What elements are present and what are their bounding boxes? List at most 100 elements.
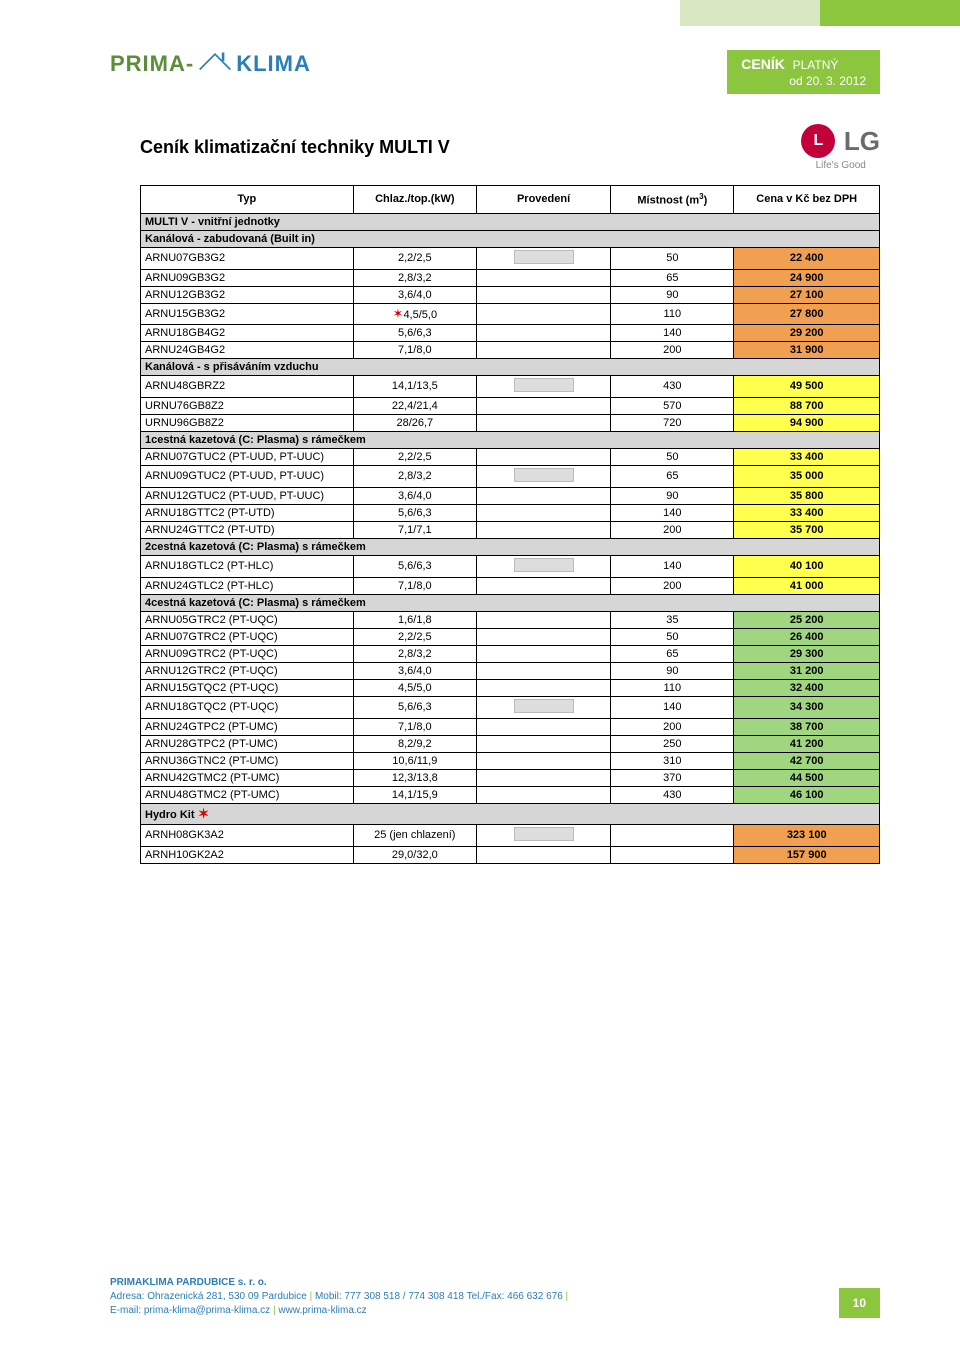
cell-kw: 5,6/6,3 xyxy=(353,696,476,718)
cell-mist xyxy=(611,846,734,863)
cell-typ: ARNU24GTPC2 (PT-UMC) xyxy=(141,718,354,735)
cell-kw: 14,1/13,5 xyxy=(353,375,476,397)
cell-mist: 200 xyxy=(611,577,734,594)
col-cena: Cena v Kč bez DPH xyxy=(734,186,880,214)
cell-typ: ARNU09GTUC2 (PT-UUD, PT-UUC) xyxy=(141,465,354,487)
cell-prov xyxy=(476,324,610,341)
cell-cena: 26 400 xyxy=(734,628,880,645)
cell-mist: 65 xyxy=(611,269,734,286)
lg-tagline: Life's Good xyxy=(801,160,880,171)
cell-kw: 2,8/3,2 xyxy=(353,645,476,662)
cell-kw: 14,1/15,9 xyxy=(353,786,476,803)
cell-typ: ARNU48GBRZ2 xyxy=(141,375,354,397)
cell-mist: 65 xyxy=(611,645,734,662)
table-row: ARNU12GB3G23,6/4,09027 100 xyxy=(141,286,880,303)
section-label: MULTI V - vnitřní jednotky xyxy=(141,213,880,230)
cell-prov xyxy=(476,341,610,358)
cell-prov xyxy=(476,846,610,863)
cell-prov xyxy=(476,611,610,628)
product-image-icon xyxy=(514,699,574,713)
cell-cena: 42 700 xyxy=(734,752,880,769)
cell-kw: 5,6/6,3 xyxy=(353,555,476,577)
cell-prov xyxy=(476,679,610,696)
cell-kw: 22,4/21,4 xyxy=(353,397,476,414)
cell-prov xyxy=(476,487,610,504)
col-prov: Provedení xyxy=(476,186,610,214)
cell-typ: URNU96GB8Z2 xyxy=(141,414,354,431)
cell-prov xyxy=(476,375,610,397)
cell-typ: ARNU18GTQC2 (PT-UQC) xyxy=(141,696,354,718)
cell-cena: 32 400 xyxy=(734,679,880,696)
cell-prov xyxy=(476,645,610,662)
logo-part1: PRIMA- xyxy=(110,51,194,77)
table-row: ARNU09GTRC2 (PT-UQC)2,8/3,26529 300 xyxy=(141,645,880,662)
cell-typ: ARNU18GTTC2 (PT-UTD) xyxy=(141,504,354,521)
cell-prov xyxy=(476,786,610,803)
cell-cena: 31 900 xyxy=(734,341,880,358)
table-body: MULTI V - vnitřní jednotkyKanálová - zab… xyxy=(141,213,880,863)
cell-prov xyxy=(476,286,610,303)
section-label: 4cestná kazetová (C: Plasma) s rámečkem xyxy=(141,594,880,611)
page-number: 10 xyxy=(839,1288,880,1318)
cell-prov xyxy=(476,662,610,679)
table-row: ARNU24GTTC2 (PT-UTD)7,1/7,120035 700 xyxy=(141,521,880,538)
cell-cena: 40 100 xyxy=(734,555,880,577)
section-row: 4cestná kazetová (C: Plasma) s rámečkem xyxy=(141,594,880,611)
cell-typ: ARNU42GTMC2 (PT-UMC) xyxy=(141,769,354,786)
footer-company: PRIMAKLIMA PARDUBICE s. r. o. xyxy=(110,1277,267,1288)
cell-typ: ARNU09GB3G2 xyxy=(141,269,354,286)
cell-kw: 28/26,7 xyxy=(353,414,476,431)
cell-typ: ARNU12GTUC2 (PT-UUD, PT-UUC) xyxy=(141,487,354,504)
table-row: ARNU07GTRC2 (PT-UQC)2,2/2,55026 400 xyxy=(141,628,880,645)
cell-mist: 370 xyxy=(611,769,734,786)
cell-prov xyxy=(476,696,610,718)
cell-kw: 12,3/13,8 xyxy=(353,769,476,786)
cell-kw: 7,1/8,0 xyxy=(353,577,476,594)
cell-typ: ARNU12GTRC2 (PT-UQC) xyxy=(141,662,354,679)
section-row: 1cestná kazetová (C: Plasma) s rámečkem xyxy=(141,431,880,448)
cell-cena: 35 000 xyxy=(734,465,880,487)
cell-cena: 46 100 xyxy=(734,786,880,803)
cell-kw: 3,6/4,0 xyxy=(353,286,476,303)
cell-kw: 2,8/3,2 xyxy=(353,269,476,286)
cell-mist: 140 xyxy=(611,696,734,718)
cell-kw: 1,6/1,8 xyxy=(353,611,476,628)
section-label: Kanálová - s přisáváním vzduchu xyxy=(141,358,880,375)
table-row: ARNU09GTUC2 (PT-UUD, PT-UUC)2,8/3,26535 … xyxy=(141,465,880,487)
section-row: Hydro Kit ✶ xyxy=(141,803,880,824)
cell-mist xyxy=(611,824,734,846)
table-row: ARNU12GTRC2 (PT-UQC)3,6/4,09031 200 xyxy=(141,662,880,679)
cell-prov xyxy=(476,504,610,521)
cell-cena: 29 200 xyxy=(734,324,880,341)
table-row: ARNU07GTUC2 (PT-UUD, PT-UUC)2,2/2,55033 … xyxy=(141,448,880,465)
cell-kw: 7,1/8,0 xyxy=(353,341,476,358)
price-table: Typ Chlaz./top.(kW) Provedení Místnost (… xyxy=(140,185,880,864)
section-label: 2cestná kazetová (C: Plasma) s rámečkem xyxy=(141,538,880,555)
cell-kw: 2,2/2,5 xyxy=(353,247,476,269)
cell-typ: ARNU15GB3G2 xyxy=(141,303,354,324)
title-row: Ceník klimatizační techniky MULTI V L LG… xyxy=(0,94,960,185)
cell-prov xyxy=(476,448,610,465)
cell-cena: 49 500 xyxy=(734,375,880,397)
cell-kw: 5,6/6,3 xyxy=(353,504,476,521)
cell-mist: 200 xyxy=(611,521,734,538)
cell-kw: 2,8/3,2 xyxy=(353,465,476,487)
table-row: ARNU36GTNC2 (PT-UMC)10,6/11,931042 700 xyxy=(141,752,880,769)
footer-web: www.prima-klima.cz xyxy=(278,1305,366,1316)
cenik-badge: CENÍK PLATNÝ od 20. 3. 2012 xyxy=(727,50,880,94)
cell-cena: 22 400 xyxy=(734,247,880,269)
cell-kw: ✶4,5/5,0 xyxy=(353,303,476,324)
footer-phone: Mobil: 777 308 518 / 774 308 418 Tel./Fa… xyxy=(315,1291,563,1302)
lg-text: LG xyxy=(844,126,880,157)
cell-mist: 110 xyxy=(611,679,734,696)
cell-typ: ARNU36GTNC2 (PT-UMC) xyxy=(141,752,354,769)
cell-kw: 5,6/6,3 xyxy=(353,324,476,341)
page: PRIMA- KLIMA CENÍK PLATNÝ od 20. 3. 2012… xyxy=(0,0,960,1358)
cell-cena: 38 700 xyxy=(734,718,880,735)
cell-cena: 323 100 xyxy=(734,824,880,846)
cell-typ: ARNU09GTRC2 (PT-UQC) xyxy=(141,645,354,662)
lg-circle-icon: L xyxy=(801,124,835,158)
logo-part2: KLIMA xyxy=(236,51,311,77)
cell-mist: 200 xyxy=(611,341,734,358)
table-row: ARNU24GTPC2 (PT-UMC)7,1/8,020038 700 xyxy=(141,718,880,735)
